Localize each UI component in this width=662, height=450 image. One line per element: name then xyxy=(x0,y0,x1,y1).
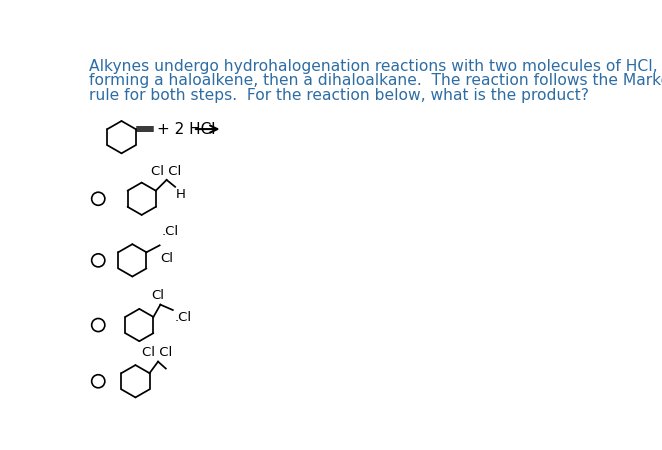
Text: + 2 HCl: + 2 HCl xyxy=(156,122,215,137)
Text: Cl: Cl xyxy=(152,289,165,302)
Text: rule for both steps.  For the reaction below, what is the product?: rule for both steps. For the reaction be… xyxy=(89,88,589,103)
Text: Alkynes undergo hydrohalogenation reactions with two molecules of HCl, first: Alkynes undergo hydrohalogenation reacti… xyxy=(89,58,662,74)
Text: Cl: Cl xyxy=(160,252,173,266)
Text: Cl Cl: Cl Cl xyxy=(142,346,172,359)
Text: forming a haloalkene, then a dihaloalkane.  The reaction follows the Markovnikov: forming a haloalkene, then a dihaloalkan… xyxy=(89,73,662,88)
Text: .Cl: .Cl xyxy=(174,311,191,324)
Text: H: H xyxy=(176,188,186,201)
Text: .Cl: .Cl xyxy=(161,225,178,238)
Text: Cl Cl: Cl Cl xyxy=(151,165,181,178)
